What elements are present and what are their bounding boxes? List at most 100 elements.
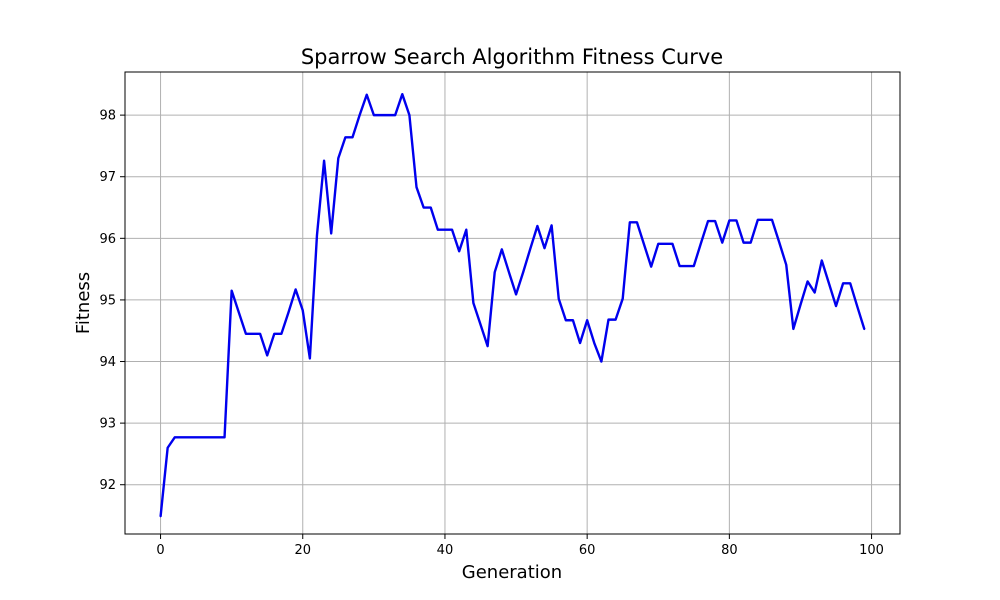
- data-point: [565, 319, 567, 321]
- data-point: [231, 290, 233, 292]
- data-point: [771, 219, 773, 221]
- data-point: [444, 229, 446, 231]
- data-point: [515, 293, 517, 295]
- axes-frame: [124, 71, 901, 535]
- data-point: [522, 271, 524, 273]
- data-point: [650, 266, 652, 268]
- data-point: [742, 242, 745, 244]
- data-point: [863, 328, 866, 331]
- data-point: [842, 282, 844, 284]
- data-point: [195, 436, 197, 438]
- data-point: [593, 342, 595, 344]
- data-point: [735, 219, 738, 222]
- data-point: [806, 280, 809, 283]
- x-tick-label: 0: [156, 543, 164, 558]
- data-point: [487, 345, 489, 347]
- data-point: [287, 311, 290, 313]
- data-point: [273, 333, 275, 335]
- data-point: [266, 354, 268, 356]
- data-point: [366, 94, 368, 96]
- y-tick-label: 93: [99, 417, 116, 432]
- data-point: [572, 319, 574, 321]
- data-point: [437, 229, 439, 231]
- data-point: [159, 516, 162, 518]
- data-point: [465, 229, 467, 231]
- data-point: [330, 232, 332, 234]
- x-axis-ticks: 0 20 40 60 80 100: [156, 534, 884, 558]
- data-point: [529, 248, 531, 250]
- y-tick-label: 97: [99, 170, 116, 185]
- data-point: [408, 114, 410, 116]
- x-tick-label: 60: [579, 543, 596, 558]
- data-point: [508, 271, 510, 273]
- data-point: [415, 186, 418, 188]
- data-point: [799, 304, 802, 306]
- y-axis-label: Fitness: [73, 272, 94, 334]
- data-point: [344, 136, 347, 138]
- plot-area: [159, 92, 866, 518]
- data-point: [536, 225, 538, 227]
- data-point: [359, 114, 361, 116]
- data-point: [252, 333, 254, 335]
- data-point: [849, 282, 851, 284]
- data-point: [600, 360, 602, 363]
- data-point: [821, 259, 823, 262]
- data-point: [302, 309, 304, 311]
- data-point: [380, 114, 382, 116]
- grid: [125, 72, 900, 534]
- data-point: [700, 242, 702, 244]
- y-tick-label: 98: [99, 109, 116, 124]
- data-point: [579, 342, 581, 344]
- data-point: [558, 298, 560, 300]
- y-tick-label: 92: [99, 478, 116, 493]
- x-tick-label: 100: [859, 543, 884, 558]
- data-point: [835, 305, 837, 307]
- data-point: [814, 291, 816, 294]
- data-point: [764, 219, 766, 221]
- data-point: [622, 298, 624, 300]
- y-axis-ticks: 92 93 94 95 96 97 98: [99, 109, 125, 493]
- data-point: [238, 311, 240, 313]
- data-point: [167, 447, 169, 449]
- data-point: [494, 271, 496, 273]
- y-tick-label: 96: [99, 232, 116, 247]
- x-axis-label: Generation: [462, 562, 562, 583]
- data-point: [657, 243, 659, 245]
- x-tick-label: 20: [294, 543, 311, 558]
- data-point: [373, 114, 375, 116]
- data-point: [401, 93, 403, 95]
- data-point: [479, 323, 482, 326]
- data-point: [629, 221, 631, 223]
- data-point: [856, 306, 858, 308]
- data-point: [551, 224, 553, 226]
- data-point: [216, 436, 219, 438]
- data-point: [643, 243, 645, 246]
- data-point: [202, 436, 204, 438]
- data-point: [714, 220, 716, 222]
- data-point: [678, 265, 681, 267]
- data-point: [351, 136, 354, 138]
- data-point: [223, 436, 226, 438]
- data-point: [209, 436, 211, 438]
- data-point: [174, 436, 176, 438]
- fitness-series-line: [159, 92, 866, 517]
- data-point: [430, 206, 432, 209]
- data-point: [181, 436, 183, 438]
- chart-title: Sparrow Search Algorithm Fitness Curve: [301, 45, 723, 69]
- data-point: [664, 243, 666, 245]
- data-point: [316, 234, 318, 236]
- data-point: [693, 265, 695, 267]
- data-point: [472, 302, 474, 304]
- data-point: [423, 206, 425, 209]
- data-point: [785, 264, 787, 266]
- data-point: [543, 247, 546, 249]
- data-point: [280, 333, 283, 335]
- data-point: [245, 333, 247, 335]
- data-point: [615, 319, 617, 321]
- data-point: [707, 220, 709, 222]
- data-point: [828, 282, 830, 284]
- data-point: [323, 160, 325, 162]
- data-point: [501, 248, 503, 251]
- data-point: [728, 219, 730, 222]
- x-tick-label: 40: [437, 543, 454, 558]
